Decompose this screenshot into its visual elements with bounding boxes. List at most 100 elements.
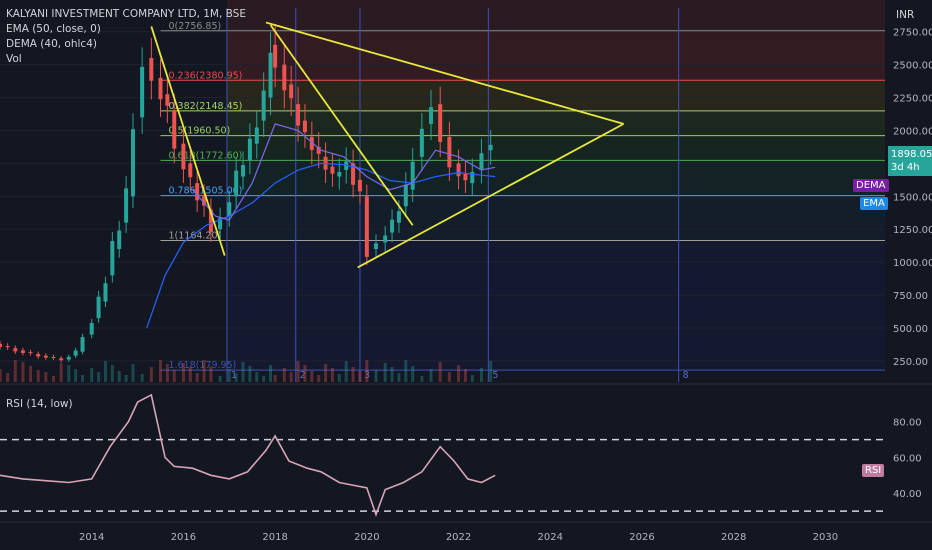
candle-body: [124, 188, 129, 223]
candle-body: [351, 163, 356, 185]
candle-body: [172, 110, 177, 149]
candle-body: [289, 84, 294, 99]
volume-bar: [51, 376, 55, 382]
volume-bar: [13, 360, 17, 382]
fib-zone-band: [226, 110, 885, 136]
chart-title[interactable]: KALYANI INVESTMENT COMPANY LTD, 1M, BSE: [6, 8, 246, 20]
fib-time-zone-label: 5: [492, 370, 498, 381]
last-price-badge: 1898.05 3d 4h: [888, 146, 932, 176]
vol-legend[interactable]: Vol: [6, 53, 22, 65]
time-tick-label: 2024: [538, 532, 563, 543]
candle-body: [316, 146, 321, 154]
volume-bar: [209, 366, 213, 382]
candle-body: [36, 353, 41, 357]
fib-time-zone-label: 3: [364, 370, 370, 381]
candle-body: [403, 184, 408, 207]
ema-legend[interactable]: EMA (50, close, 0): [6, 23, 101, 35]
currency-label: INR: [896, 9, 915, 21]
volume-bar: [303, 365, 307, 382]
volume-bar: [463, 369, 467, 382]
volume-bar: [90, 368, 94, 382]
price-tick-label: 1250.00: [893, 225, 932, 236]
grid: [0, 31, 885, 362]
candle-body: [13, 348, 18, 352]
volume-bar: [0, 369, 2, 382]
volume-bar: [124, 375, 128, 382]
volume-bar: [351, 367, 355, 382]
last-price: 1898.05: [891, 149, 932, 160]
candle-body: [28, 352, 33, 354]
candle-body: [429, 107, 434, 124]
candle-body: [73, 350, 78, 356]
volume-bar: [289, 372, 293, 382]
volume-bar: [181, 363, 185, 382]
dema-legend[interactable]: DEMA (40, ohlc4): [6, 38, 97, 50]
volume-bar: [383, 363, 387, 382]
volume-bar: [202, 360, 206, 382]
time-tick-label: 2020: [354, 532, 379, 543]
fib-level-label: 0.236(2380.95): [168, 70, 242, 81]
volume-bar: [390, 367, 394, 382]
volume-bar: [44, 372, 48, 382]
candle-body: [374, 243, 379, 249]
candle-body: [117, 230, 122, 249]
rsi-tick-label: 40.00: [893, 489, 922, 500]
volume-bar: [227, 369, 231, 382]
candle-body: [383, 235, 388, 243]
fib-level-label: 1.618(179.95): [168, 360, 236, 371]
volume-bar: [97, 372, 101, 382]
volume-bar: [397, 373, 401, 382]
volume-bar: [6, 373, 10, 382]
candle-body: [59, 358, 64, 361]
volume-bar: [21, 362, 25, 382]
candle-body: [254, 127, 259, 144]
price-tick-label: 1500.00: [893, 192, 932, 203]
rsi-tick-label: 60.00: [893, 453, 922, 464]
fib-zone-band: [226, 135, 885, 161]
candle-body: [80, 337, 85, 352]
candle-body: [438, 104, 443, 142]
volume-bar: [273, 375, 277, 382]
volume-bar: [234, 373, 238, 382]
trendline: [357, 123, 625, 269]
price-tick-label: 2000.00: [893, 126, 932, 137]
volume-bar: [489, 361, 493, 382]
time-tick-label: 2014: [79, 532, 104, 543]
time-tick-label: 2018: [262, 532, 287, 543]
volume-bar: [447, 372, 451, 382]
candle-body: [390, 219, 395, 233]
volume-bar: [429, 369, 433, 382]
bar-countdown: 3d 4h: [891, 162, 920, 173]
time-tick-label: 2022: [446, 532, 471, 543]
volume-bar: [117, 371, 121, 382]
fib-level-label: 0.5(1960.50): [168, 126, 230, 137]
volume-bar: [337, 374, 341, 382]
volume-bar: [131, 364, 135, 382]
moving-averages: [146, 123, 496, 329]
price-tick-label: 2500.00: [893, 61, 932, 72]
candle-body: [463, 173, 468, 181]
fib-zone-band: [226, 160, 885, 196]
volume-bar: [420, 376, 424, 382]
trendline: [265, 21, 624, 125]
volume-bar: [358, 371, 362, 382]
candle-body: [268, 52, 273, 98]
fib-level-label: 0.618(1772.60): [168, 150, 242, 161]
ema-tag: EMA: [860, 197, 888, 210]
volume-bar: [188, 367, 192, 382]
dema-tag: DEMA: [853, 179, 889, 192]
candle-body: [396, 211, 401, 223]
volume-bar: [310, 371, 314, 382]
rsi-panel: 80.00 60.00 40.00: [0, 383, 932, 517]
candle-body: [195, 183, 200, 201]
fib-time-zone-label: 2: [300, 370, 306, 381]
candle-body: [247, 138, 252, 161]
rsi-legend[interactable]: RSI (14, low): [6, 398, 73, 410]
volume-bar: [81, 375, 85, 382]
candle-body: [0, 343, 2, 347]
fib-level-label: 0.382(2148.45): [168, 101, 242, 112]
candle-body: [208, 209, 213, 233]
volume-bar: [262, 376, 266, 382]
volume-bar: [248, 366, 252, 382]
